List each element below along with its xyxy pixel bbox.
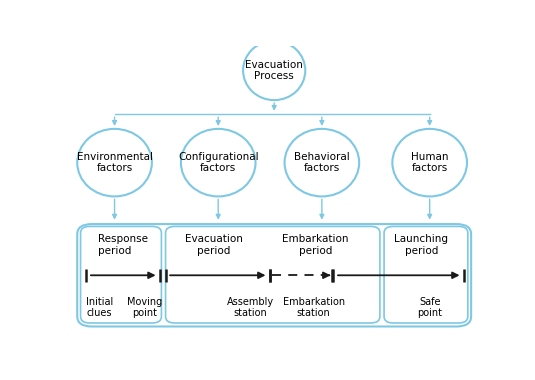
Ellipse shape: [77, 129, 152, 196]
Text: Configurational
factors: Configurational factors: [178, 152, 258, 173]
Text: Safe
point: Safe point: [417, 297, 442, 318]
Text: Response
period: Response period: [98, 234, 148, 256]
Text: Moving
point: Moving point: [127, 297, 163, 318]
Text: Embarkation
period: Embarkation period: [282, 234, 349, 256]
Text: Launching
period: Launching period: [394, 234, 448, 256]
FancyBboxPatch shape: [77, 224, 471, 326]
Text: Behavioral
factors: Behavioral factors: [294, 152, 350, 173]
Text: Initial
clues: Initial clues: [86, 297, 113, 318]
FancyBboxPatch shape: [81, 226, 162, 323]
Text: Evacuation
Process: Evacuation Process: [245, 60, 303, 81]
Ellipse shape: [392, 129, 467, 196]
Text: Evacuation
period: Evacuation period: [185, 234, 243, 256]
Ellipse shape: [285, 129, 359, 196]
Text: Assembly
station: Assembly station: [227, 297, 274, 318]
FancyBboxPatch shape: [165, 226, 380, 323]
Text: Human
factors: Human factors: [411, 152, 448, 173]
Ellipse shape: [243, 41, 305, 100]
Text: Environmental
factors: Environmental factors: [77, 152, 152, 173]
FancyBboxPatch shape: [384, 226, 468, 323]
Text: Embarkation
station: Embarkation station: [282, 297, 345, 318]
Ellipse shape: [181, 129, 256, 196]
